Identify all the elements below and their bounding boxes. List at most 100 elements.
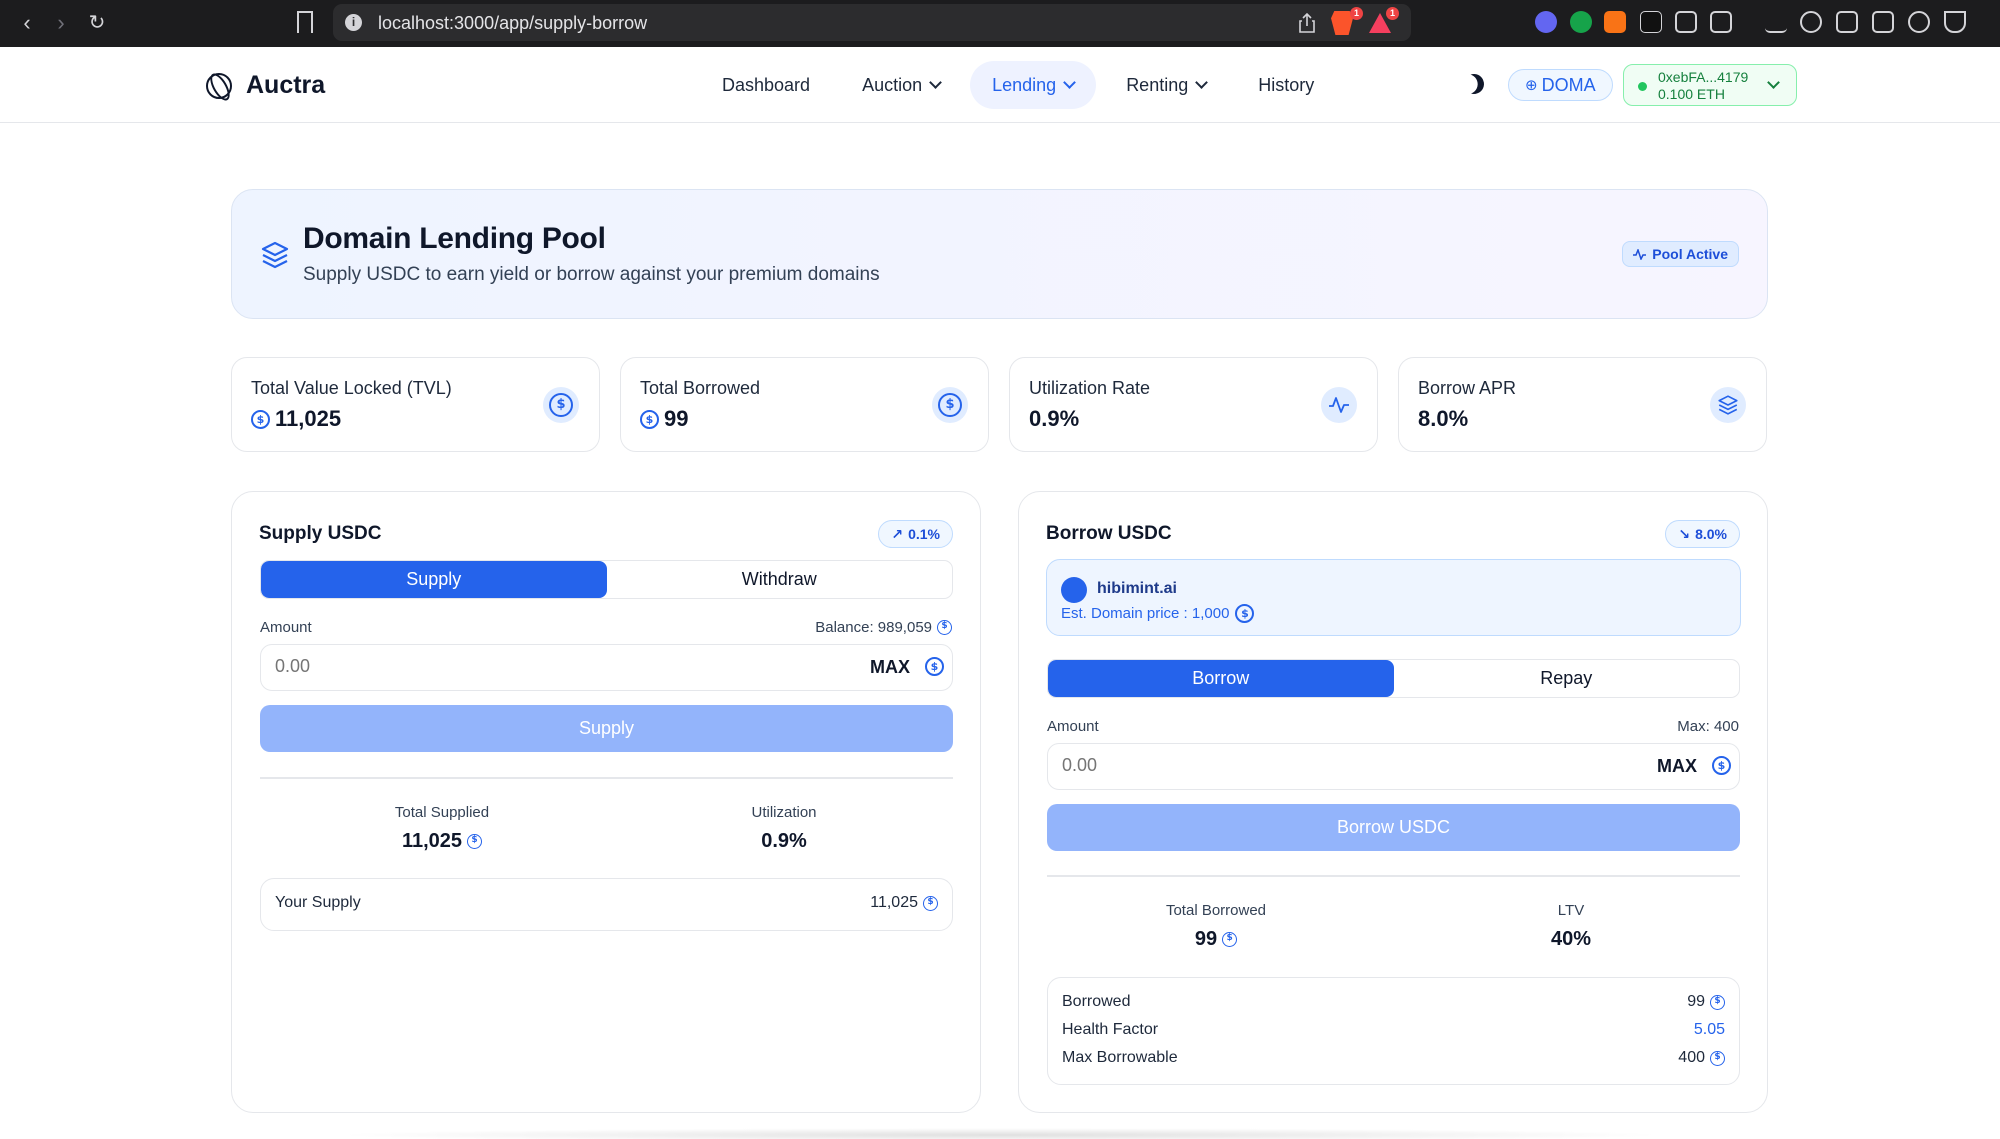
stat-card-tvl: Total Value Locked (TVL) $11,025 $ bbox=[231, 357, 600, 452]
scroll-shadow bbox=[330, 1128, 1670, 1139]
reload-icon[interactable]: ↻ bbox=[88, 12, 106, 34]
metric-label: Total Supplied bbox=[394, 804, 490, 821]
stat-value: $99 bbox=[640, 406, 688, 432]
nav-label: Dashboard bbox=[722, 74, 811, 95]
share-icon[interactable] bbox=[1298, 13, 1316, 33]
music-icon[interactable] bbox=[1800, 11, 1822, 33]
address-bar[interactable]: i localhost:3000/app/supply-borrow 1 1 bbox=[333, 4, 1411, 41]
activity-icon bbox=[1321, 387, 1357, 423]
globe-logo-icon bbox=[206, 72, 232, 99]
theme-toggle-moon-icon[interactable] bbox=[1461, 71, 1487, 97]
metamask-icon[interactable] bbox=[1604, 11, 1626, 33]
wallet-balance: 0.100 ETH bbox=[1658, 86, 1725, 102]
metric-number: 11,025 bbox=[401, 830, 463, 852]
forward-icon[interactable]: › bbox=[57, 10, 65, 35]
nav-label: History bbox=[1258, 74, 1315, 95]
chevron-down-icon bbox=[929, 76, 942, 89]
usdc-coin-icon: $ bbox=[1710, 1050, 1725, 1066]
stat-number: 11,025 bbox=[275, 406, 342, 431]
stat-card-total-borrowed: Total Borrowed $99 $ bbox=[620, 357, 989, 452]
site-info-icon[interactable]: i bbox=[345, 14, 362, 31]
vpn-shield-icon[interactable] bbox=[1944, 11, 1966, 33]
detail-row-health-factor: Health Factor 5.05 bbox=[1062, 1021, 1725, 1039]
total-supplied-metric: Total Supplied 11,025 $ bbox=[342, 804, 542, 853]
stat-label: Total Borrowed bbox=[640, 378, 761, 398]
connected-dot bbox=[1638, 82, 1647, 91]
detail-row-max-borrowable: Max Borrowable 400 $ bbox=[1062, 1049, 1725, 1067]
metric-label: Total Borrowed bbox=[1165, 902, 1267, 919]
rewards-badge: 1 bbox=[1386, 7, 1399, 20]
bookmark-icon[interactable] bbox=[297, 11, 313, 33]
tab-withdraw[interactable]: Withdraw bbox=[741, 569, 817, 589]
nav-history[interactable]: History bbox=[1236, 61, 1336, 109]
usdc-coin-icon: $ bbox=[467, 834, 483, 849]
extension-dark-icon[interactable] bbox=[1640, 11, 1662, 33]
network-button[interactable]: ⊕ DOMA bbox=[1508, 69, 1613, 101]
pool-hero: Domain Lending Pool Supply USDC to earn … bbox=[231, 189, 1768, 319]
metric-label: Utilization bbox=[751, 804, 817, 821]
brand-logo[interactable]: Auctra bbox=[206, 71, 325, 100]
panel-title: Supply USDC bbox=[259, 523, 382, 544]
brand-name: Auctra bbox=[246, 71, 326, 99]
brave-rewards-icon[interactable] bbox=[1369, 13, 1391, 33]
extension-green-icon[interactable] bbox=[1570, 11, 1592, 33]
page-title: Domain Lending Pool bbox=[303, 222, 606, 255]
borrow-apr-badge: ↘ 8.0% bbox=[1665, 520, 1740, 548]
puzzle-icon[interactable] bbox=[1675, 11, 1697, 33]
wallet-icon[interactable] bbox=[1872, 11, 1894, 33]
borrow-amount-input[interactable] bbox=[1062, 755, 1562, 776]
usdc-coin-icon: $ bbox=[1712, 756, 1731, 775]
download-icon[interactable] bbox=[1765, 11, 1787, 33]
usdc-coin-icon: $ bbox=[640, 409, 659, 429]
activity-icon bbox=[1633, 248, 1647, 260]
stat-value: $11,025 bbox=[251, 406, 341, 432]
brave-shields-icon[interactable] bbox=[1331, 11, 1353, 35]
url-text[interactable]: localhost:3000/app/supply-borrow bbox=[378, 13, 648, 33]
stat-number: 0.9% bbox=[1029, 406, 1080, 431]
wallet-info: 0xebFA...4179 0.100 ETH bbox=[1658, 69, 1748, 103]
extension-wallet-icon[interactable] bbox=[1535, 11, 1557, 33]
metric-label: LTV bbox=[1557, 902, 1585, 919]
usdc-coin-icon: $ bbox=[543, 387, 579, 423]
tab-borrow[interactable]: Borrow bbox=[1048, 660, 1394, 697]
nav-auction[interactable]: Auction bbox=[840, 61, 962, 109]
tab-repay[interactable]: Repay bbox=[1540, 668, 1593, 688]
tab-supply[interactable]: Supply bbox=[261, 561, 607, 598]
screenshot-icon[interactable] bbox=[1710, 11, 1732, 33]
divider bbox=[1047, 875, 1740, 877]
row-value: 11,025 $ bbox=[870, 894, 938, 912]
max-borrowable-value: 400 bbox=[1678, 1049, 1705, 1066]
borrow-usdc-button[interactable]: Borrow USDC bbox=[1047, 804, 1740, 851]
leo-icon[interactable] bbox=[1908, 11, 1930, 33]
max-button[interactable]: MAX bbox=[1657, 756, 1697, 776]
nav-dashboard[interactable]: Dashboard bbox=[700, 61, 832, 109]
domain-price: Est. Domain price : 1,000 $ bbox=[1061, 604, 1255, 623]
wallet-button[interactable]: 0xebFA...4179 0.100 ETH bbox=[1623, 64, 1797, 106]
usdc-coin-icon: $ bbox=[1235, 604, 1255, 623]
domain-globe-icon bbox=[1061, 577, 1087, 603]
supply-button[interactable]: Supply bbox=[260, 705, 953, 752]
stat-card-borrow-apr: Borrow APR 8.0% bbox=[1398, 357, 1767, 452]
max-button[interactable]: MAX bbox=[870, 657, 910, 677]
supply-amount-input[interactable] bbox=[275, 656, 775, 677]
sidebar-icon[interactable] bbox=[1836, 11, 1858, 33]
nav-lending[interactable]: Lending bbox=[970, 61, 1097, 109]
metric-number: 40% bbox=[1550, 928, 1592, 950]
domain-price-text: Est. Domain price : 1,000 bbox=[1061, 605, 1230, 622]
borrowed-value: 99 bbox=[1687, 993, 1705, 1010]
amount-label: Amount bbox=[260, 619, 312, 636]
back-icon[interactable]: ‹ bbox=[23, 10, 31, 35]
metric-value: 0.9% bbox=[684, 830, 884, 853]
usdc-coin-icon: $ bbox=[932, 387, 968, 423]
ltv-metric: LTV 40% bbox=[1471, 902, 1671, 951]
usdc-coin-icon: $ bbox=[251, 409, 270, 429]
your-supply-value: 11,025 bbox=[870, 894, 918, 911]
brave-badge: 1 bbox=[1350, 7, 1363, 20]
row-label: Borrowed bbox=[1062, 993, 1131, 1010]
trending-up-icon: ↗ bbox=[891, 525, 904, 542]
usdc-coin-icon: $ bbox=[1710, 994, 1725, 1010]
pool-status-badge: Pool Active bbox=[1622, 241, 1739, 267]
selected-domain-card[interactable]: hibimint.ai Est. Domain price : 1,000 $ bbox=[1046, 559, 1741, 636]
nav-renting[interactable]: Renting bbox=[1104, 61, 1228, 109]
your-supply-box: Your Supply 11,025 $ bbox=[260, 878, 953, 931]
